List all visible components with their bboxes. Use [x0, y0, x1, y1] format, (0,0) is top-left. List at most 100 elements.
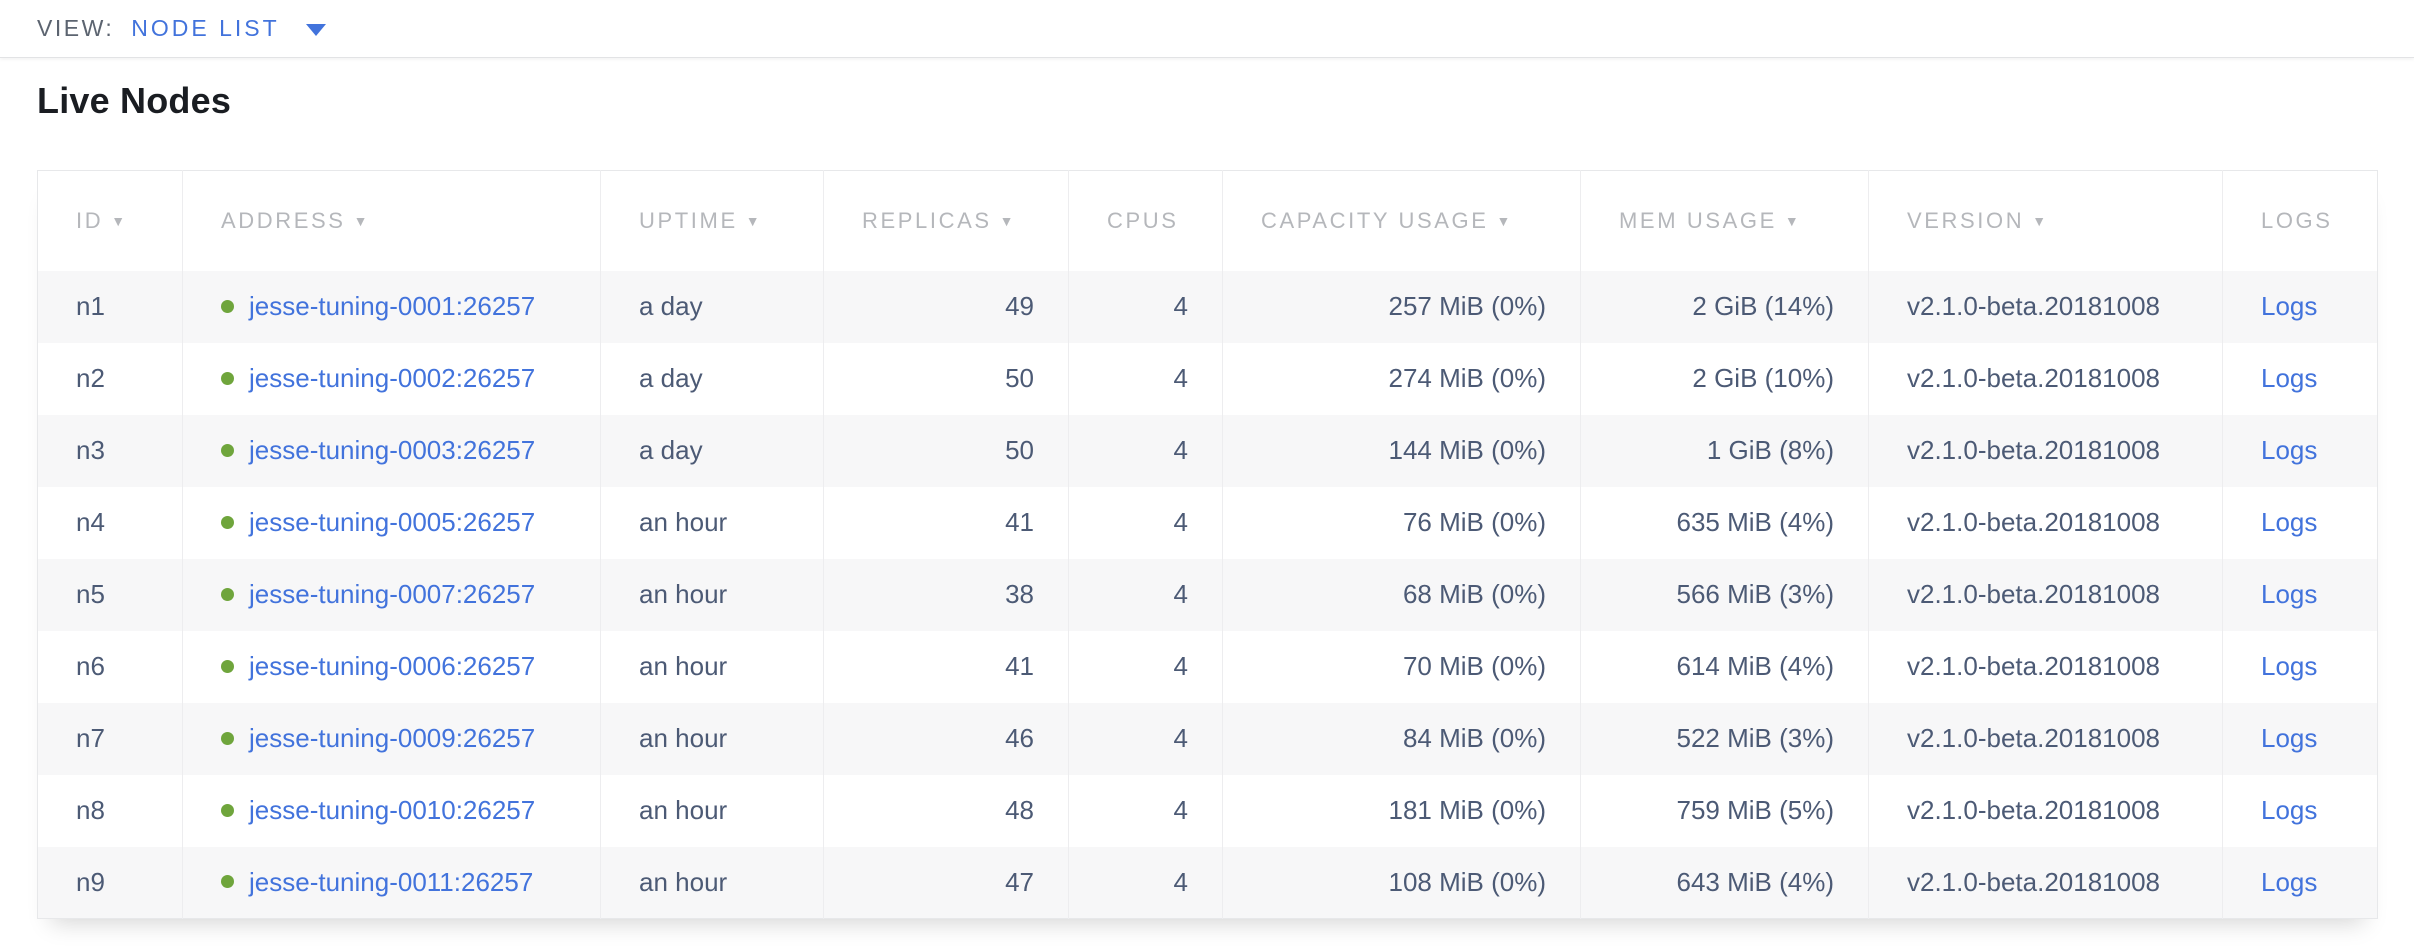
cell-address: jesse-tuning-0007:26257: [182, 558, 601, 631]
cell-replicas: 48: [823, 774, 1069, 847]
logs-link[interactable]: Logs: [2261, 363, 2318, 393]
table-row: n4 jesse-tuning-0005:26257 an hour 41 4 76 Mi…: [38, 486, 2378, 559]
cell-value: 522 MiB (3%): [1676, 723, 1835, 753]
sort-descending-icon: ▼: [999, 212, 1017, 229]
logs-link[interactable]: Logs: [2261, 507, 2318, 537]
cell-replicas: 41: [823, 486, 1069, 559]
cell-capacity: 70 MiB (0%): [1222, 630, 1581, 703]
column-header-label: CAPACITY USAGE: [1261, 207, 1489, 233]
cell-capacity: 274 MiB (0%): [1222, 342, 1581, 415]
cell-value: 4: [1173, 651, 1188, 681]
logs-link[interactable]: Logs: [2261, 723, 2318, 753]
cell-value: 2 GiB (14%): [1692, 291, 1834, 321]
table-row: n8 jesse-tuning-0010:26257 an hour 48 4 181 M…: [38, 774, 2378, 847]
cell-value: 2 GiB (10%): [1692, 363, 1834, 393]
column-header-uptime[interactable]: UPTIME ▼: [600, 170, 824, 271]
cell-value: 50: [1005, 435, 1034, 465]
node-address-link[interactable]: jesse-tuning-0009:26257: [249, 723, 536, 753]
cell-version: v2.1.0-beta.20181008: [1868, 486, 2223, 559]
column-header-version[interactable]: VERSION ▼: [1868, 170, 2223, 271]
cell-address: jesse-tuning-0011:26257: [182, 846, 601, 919]
logs-link[interactable]: Logs: [2261, 291, 2318, 321]
cell-value: 274 MiB (0%): [1388, 363, 1547, 393]
cell-version: v2.1.0-beta.20181008: [1868, 630, 2223, 703]
column-header-mem[interactable]: MEM USAGE ▼: [1580, 170, 1869, 271]
cell-value: 4: [1173, 435, 1188, 465]
cell-value: 4: [1173, 723, 1188, 753]
column-header-label: ADDRESS: [221, 207, 346, 233]
cell-value: an hour: [639, 651, 728, 681]
cell-value: 50: [1005, 363, 1034, 393]
live-nodes-table-container: ID ▼ ADDRESS ▼ UPTIME ▼ REPLICAS ▼ CPUS CAPACITY …: [37, 170, 2378, 919]
cell-logs: Logs: [2222, 342, 2378, 415]
node-address-link[interactable]: jesse-tuning-0001:26257: [249, 291, 536, 321]
node-address-link[interactable]: jesse-tuning-0010:26257: [249, 795, 536, 825]
cell-value: n5: [76, 579, 105, 609]
cell-mem: 635 MiB (4%): [1580, 486, 1869, 559]
cell-cpus: 4: [1068, 630, 1223, 703]
cell-capacity: 68 MiB (0%): [1222, 558, 1581, 631]
cell-value: n1: [76, 291, 105, 321]
cell-version: v2.1.0-beta.20181008: [1868, 270, 2223, 343]
cell-logs: Logs: [2222, 774, 2378, 847]
column-header-replicas[interactable]: REPLICAS ▼: [823, 170, 1069, 271]
cell-capacity: 257 MiB (0%): [1222, 270, 1581, 343]
live-nodes-table: ID ▼ ADDRESS ▼ UPTIME ▼ REPLICAS ▼ CPUS CAPACITY …: [37, 170, 2378, 919]
column-header-label: ID: [76, 207, 104, 233]
cell-value: 70 MiB (0%): [1402, 651, 1546, 681]
cell-value: 759 MiB (5%): [1676, 795, 1835, 825]
column-header-id[interactable]: ID ▼: [38, 171, 183, 271]
node-live-status-icon: [221, 587, 234, 601]
main-content: Live Nodes ID ▼ ADDRESS ▼ UPTIME ▼ REPLICAS ▼ CP…: [0, 79, 2414, 919]
node-address-link[interactable]: jesse-tuning-0006:26257: [249, 651, 536, 681]
cell-value: a day: [639, 435, 703, 465]
cell-uptime: a day: [600, 270, 824, 343]
cell-value: an hour: [639, 795, 728, 825]
column-header-address[interactable]: ADDRESS ▼: [182, 170, 601, 271]
column-header-label: REPLICAS: [862, 207, 992, 233]
node-address-link[interactable]: jesse-tuning-0003:26257: [249, 435, 536, 465]
node-live-status-icon: [221, 443, 234, 457]
column-header-cpus: CPUS: [1068, 170, 1223, 271]
cell-id: n1: [38, 271, 183, 343]
logs-link[interactable]: Logs: [2261, 579, 2318, 609]
cell-value: an hour: [639, 579, 728, 609]
cell-uptime: a day: [600, 414, 824, 487]
logs-link[interactable]: Logs: [2261, 651, 2318, 681]
cell-capacity: 84 MiB (0%): [1222, 702, 1581, 775]
cell-value: 257 MiB (0%): [1388, 291, 1547, 321]
logs-link[interactable]: Logs: [2261, 435, 2318, 465]
logs-link[interactable]: Logs: [2261, 795, 2318, 825]
node-live-status-icon: [221, 875, 234, 889]
node-address-link[interactable]: jesse-tuning-0007:26257: [249, 579, 536, 609]
cell-value: n3: [76, 435, 105, 465]
cell-value: 108 MiB (0%): [1388, 866, 1547, 897]
cell-id: n8: [38, 775, 183, 847]
sort-descending-icon: ▼: [111, 212, 128, 229]
cell-value: v2.1.0-beta.20181008: [1907, 435, 2160, 465]
cell-cpus: 4: [1068, 702, 1223, 775]
cell-id: n9: [38, 847, 183, 919]
cell-mem: 643 MiB (4%): [1580, 846, 1869, 919]
view-dropdown[interactable]: NODE LIST: [131, 15, 326, 42]
node-address-link[interactable]: jesse-tuning-0002:26257: [249, 363, 536, 393]
column-header-capacity[interactable]: CAPACITY USAGE ▼: [1222, 170, 1581, 271]
cell-value: 566 MiB (3%): [1676, 579, 1835, 609]
cell-logs: Logs: [2222, 558, 2378, 631]
table-body: n1 jesse-tuning-0001:26257 a day 49 4 257 MiB…: [37, 270, 2378, 919]
cell-address: jesse-tuning-0010:26257: [182, 774, 601, 847]
cell-value: 76 MiB (0%): [1402, 507, 1546, 537]
cell-replicas: 50: [823, 342, 1069, 415]
cell-value: v2.1.0-beta.20181008: [1907, 866, 2160, 897]
view-dropdown-value: NODE LIST: [131, 15, 280, 41]
cell-id: n6: [38, 631, 183, 703]
cell-mem: 522 MiB (3%): [1580, 702, 1869, 775]
node-address-link[interactable]: jesse-tuning-0011:26257: [249, 866, 534, 897]
cell-capacity: 181 MiB (0%): [1222, 774, 1581, 847]
cell-value: n2: [76, 363, 105, 393]
node-address-link[interactable]: jesse-tuning-0005:26257: [249, 507, 536, 537]
cell-version: v2.1.0-beta.20181008: [1868, 774, 2223, 847]
cell-logs: Logs: [2222, 702, 2378, 775]
cell-version: v2.1.0-beta.20181008: [1868, 846, 2223, 919]
logs-link[interactable]: Logs: [2261, 866, 2318, 897]
